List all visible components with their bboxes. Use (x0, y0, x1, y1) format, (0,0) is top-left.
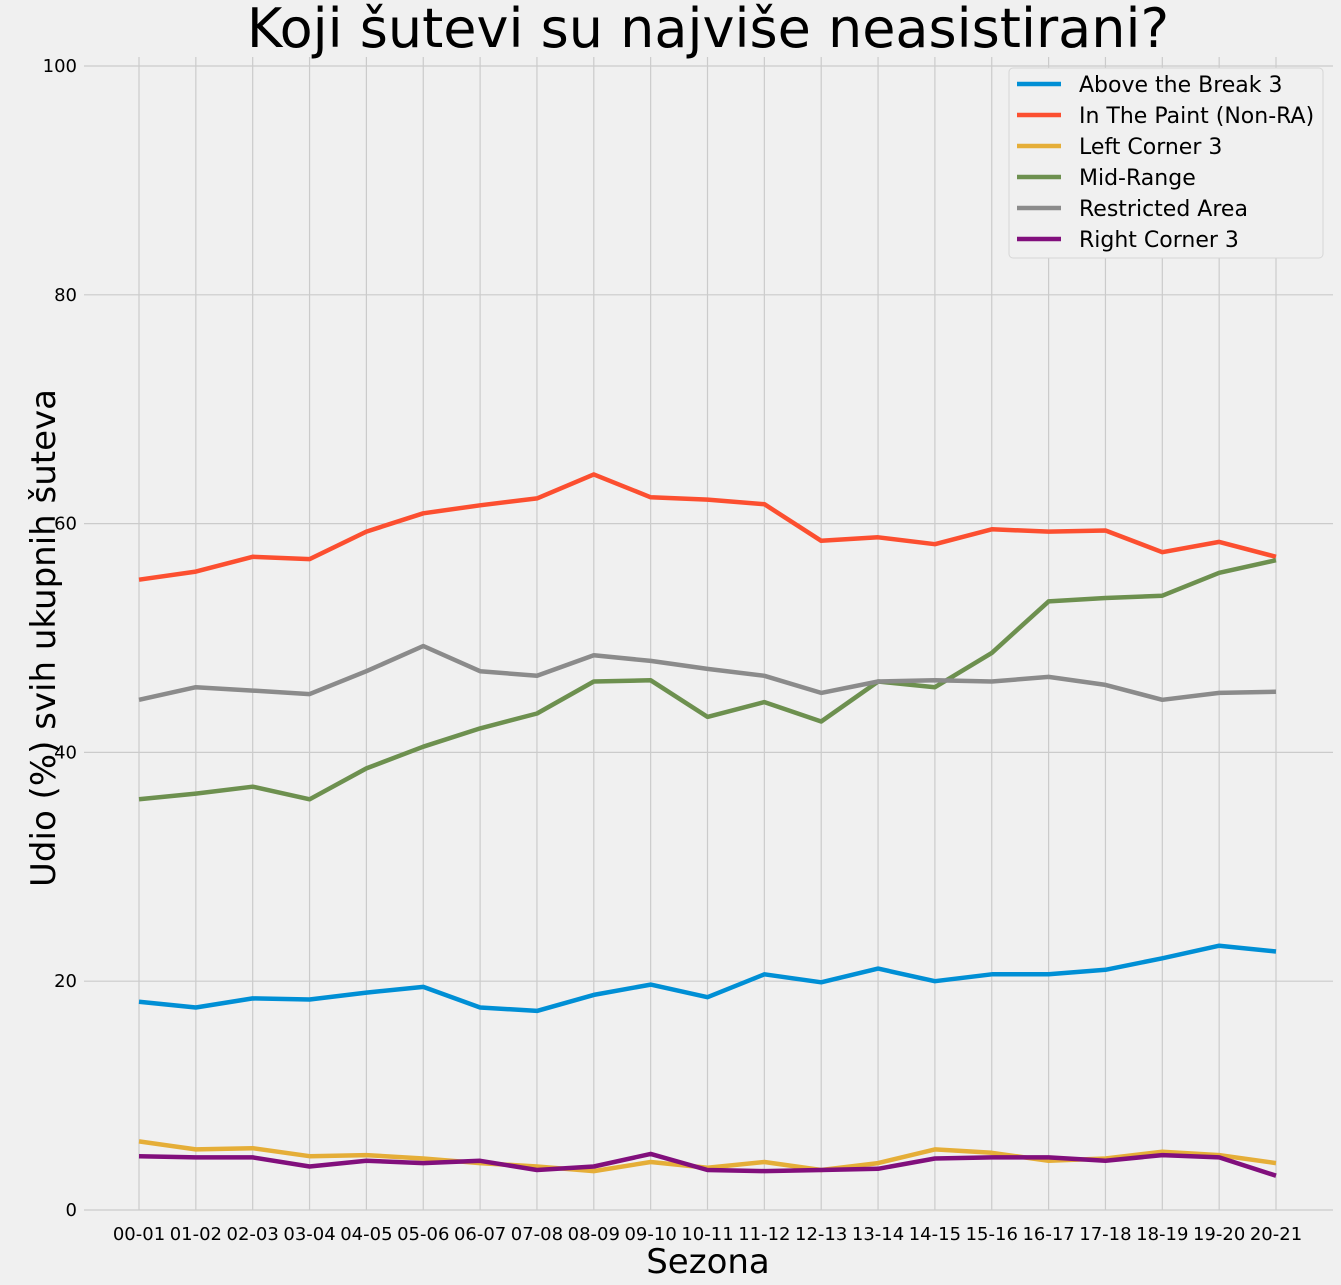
x-tick-label: 10-11 (681, 1224, 733, 1245)
y-tick-label: 40 (54, 742, 77, 763)
y-tick-label: 100 (43, 56, 77, 77)
x-tick-label: 11-12 (738, 1224, 790, 1245)
x-tick-label: 18-19 (1136, 1224, 1188, 1245)
legend: Above the Break 3 In The Paint (Non-RA) Le… (1008, 67, 1324, 259)
y-tick-label: 80 (54, 285, 77, 306)
y-tick-label: 60 (54, 514, 77, 535)
x-tick-label: 13-14 (852, 1224, 904, 1245)
x-tick-label: 04-05 (340, 1224, 392, 1245)
y-axis-label: Udio (%) svih ukupnih šuteva (24, 389, 64, 887)
x-tick-label: 16-17 (1022, 1224, 1074, 1245)
x-axis-ticks: 00-01 01-02 02-03 03-04 04-05 05-06 06-07 07-08… (113, 1224, 1302, 1245)
legend-label: Mid-Range (1079, 166, 1196, 191)
series-line (138, 943, 1277, 1014)
legend-box (1008, 67, 1324, 259)
legend-label: In The Paint (Non-RA) (1079, 104, 1314, 129)
series-line (138, 472, 1277, 582)
x-tick-label: 14-15 (909, 1224, 961, 1245)
y-tick-label: 20 (54, 971, 77, 992)
x-tick-label: 12-13 (795, 1224, 847, 1245)
series-line (138, 643, 1277, 703)
x-tick-label: 07-08 (511, 1224, 563, 1245)
x-tick-label: 00-01 (113, 1224, 165, 1245)
y-tick-label: 0 (66, 1200, 77, 1221)
legend-label: Above the Break 3 (1079, 73, 1283, 98)
x-tick-label: 06-07 (454, 1224, 506, 1245)
series-line (138, 558, 1277, 802)
x-tick-label: 08-09 (568, 1224, 620, 1245)
x-tick-label: 15-16 (966, 1224, 1018, 1245)
x-tick-label: 19-20 (1193, 1224, 1245, 1245)
grid (84, 57, 1333, 1211)
y-axis-ticks: 0 20 40 60 80 100 (43, 56, 77, 1221)
legend-label: Right Corner 3 (1079, 228, 1239, 253)
x-tick-label: 05-06 (397, 1224, 449, 1245)
x-axis-label: Sezona (646, 1242, 770, 1282)
series-line (138, 1151, 1277, 1178)
x-tick-label: 09-10 (624, 1224, 676, 1245)
x-tick-label: 17-18 (1079, 1224, 1131, 1245)
chart-title: Koji šutevi su najviše neasistirani? (247, 0, 1169, 60)
legend-label: Left Corner 3 (1079, 135, 1222, 160)
x-tick-label: 02-03 (227, 1224, 279, 1245)
x-tick-label: 20-21 (1250, 1224, 1302, 1245)
x-tick-label: 01-02 (170, 1224, 222, 1245)
series-lines (138, 472, 1277, 1178)
x-tick-label: 03-04 (283, 1224, 335, 1245)
legend-label: Restricted Area (1079, 197, 1248, 222)
